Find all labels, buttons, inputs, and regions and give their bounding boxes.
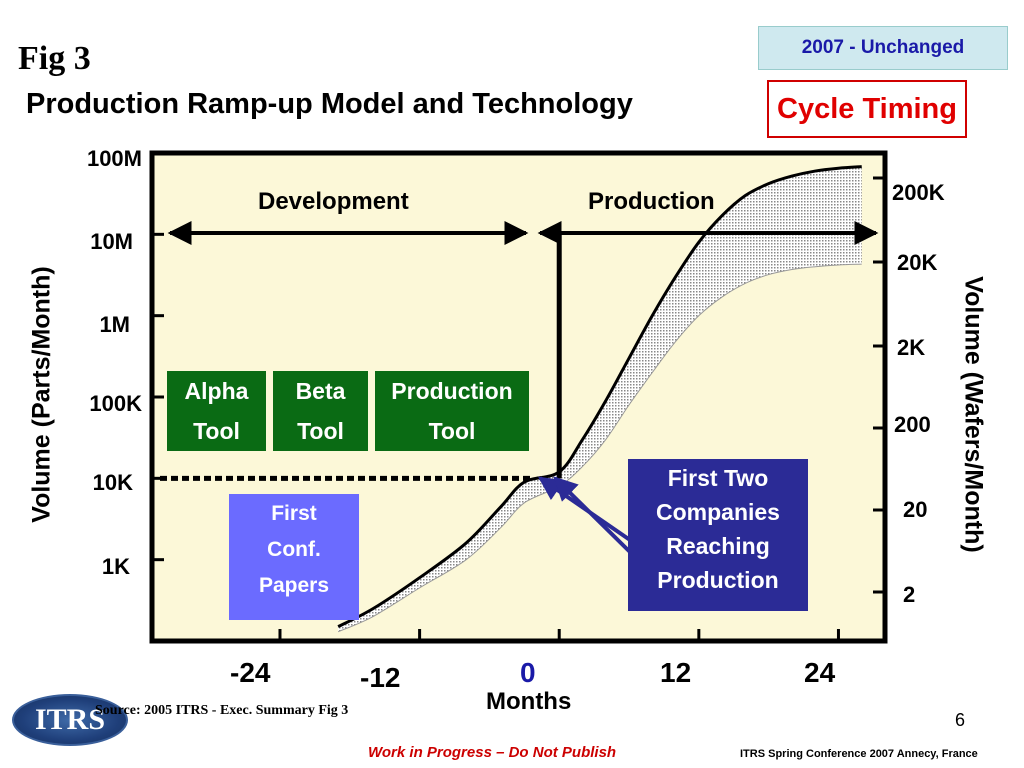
y-right-tick-200: 200 [894, 412, 931, 437]
itrs-logo: ITRS [12, 694, 128, 746]
companies-line-3: Reaching [666, 533, 770, 559]
y-right-tick-20k: 20K [897, 250, 938, 275]
x-tick-minus-12: -12 [360, 662, 401, 693]
x-axis-label: Months [486, 688, 572, 715]
alpha-tool-line-1: Alpha [184, 378, 249, 404]
y-axis-label-right: Volume (Wafers/Month) [959, 276, 988, 553]
x-tick-12: 12 [660, 657, 692, 688]
x-tick-minus-24: -24 [230, 657, 271, 688]
status-badge: 2007 - Unchanged [758, 26, 1008, 70]
production-tool-line-1: Production [391, 378, 513, 404]
y-left-tick-100m: 100M [86, 146, 142, 171]
ramp-curve-lower [337, 263, 862, 633]
y-left-tick-10k: 10K [92, 470, 133, 495]
production-label: Production [588, 188, 715, 215]
ramp-band [338, 166, 862, 632]
pointer-arrow-2 [553, 476, 632, 554]
y-left-tick-1k: 1K [101, 554, 130, 579]
beta-tool-line-1: Beta [295, 378, 346, 404]
alpha-tool-box: Alpha Tool [167, 371, 266, 451]
first-two-companies-box: First Two Companies Reaching Production [628, 459, 808, 611]
companies-line-2: Companies [656, 499, 780, 525]
x-tick-zero: 0 [520, 657, 536, 688]
development-label: Development [258, 188, 409, 215]
companies-line-4: Production [657, 567, 779, 593]
y-left-tick-10m: 10M [90, 229, 133, 254]
y-left-tick-100k: 100K [89, 391, 142, 416]
x-tick-24: 24 [804, 657, 836, 688]
page-title: Production Ramp-up Model and Technology [26, 88, 633, 120]
logo-text: ITRS [34, 703, 106, 736]
beta-tool-box: Beta Tool [273, 371, 368, 451]
y-right-tick-200k: 200K [892, 180, 945, 205]
y-axis-label-left: Volume (Parts/Month) [27, 266, 56, 523]
papers-line-2: Conf. [267, 538, 321, 561]
source-note: Source: 2005 ITRS - Exec. Summary Fig 3 [95, 703, 349, 718]
production-tool-box: Production Tool [375, 371, 529, 451]
papers-line-1: First [271, 502, 317, 525]
production-tool-line-2: Tool [428, 418, 476, 444]
first-papers-box: First Conf. Papers [229, 494, 359, 620]
figure-label: Fig 3 [18, 40, 91, 77]
beta-tool-line-2: Tool [297, 418, 344, 444]
wip-notice: Work in Progress – Do Not Publish [368, 744, 617, 761]
y-right-tick-20: 20 [903, 497, 928, 522]
page-number: 6 [955, 710, 966, 730]
conference-note: ITRS Spring Conference 2007 Annecy, Fran… [740, 748, 978, 760]
y-left-tick-1m: 1M [99, 312, 130, 337]
companies-line-1: First Two [667, 465, 769, 491]
ramp-curve-upper [337, 165, 862, 629]
y-right-tick-2: 2 [903, 582, 916, 607]
page-title-highlight: Cycle Timing [767, 80, 967, 138]
alpha-tool-line-2: Tool [193, 418, 240, 444]
y-right-tick-2k: 2K [897, 335, 926, 360]
papers-line-3: Papers [258, 574, 330, 597]
